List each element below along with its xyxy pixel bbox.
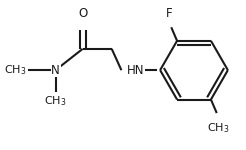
Text: CH$_3$: CH$_3$ — [44, 94, 67, 108]
Text: N: N — [51, 64, 60, 77]
Text: O: O — [78, 7, 87, 20]
Text: CH$_3$: CH$_3$ — [4, 63, 27, 77]
Text: CH$_3$: CH$_3$ — [207, 121, 230, 135]
Text: F: F — [166, 6, 173, 20]
Text: HN: HN — [127, 64, 145, 77]
